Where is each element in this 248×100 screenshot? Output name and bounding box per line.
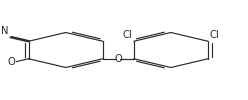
Text: Cl: Cl [123, 30, 133, 40]
Text: O: O [114, 54, 122, 64]
Text: N: N [1, 26, 9, 36]
Text: Cl: Cl [209, 30, 219, 40]
Text: O: O [8, 57, 15, 67]
